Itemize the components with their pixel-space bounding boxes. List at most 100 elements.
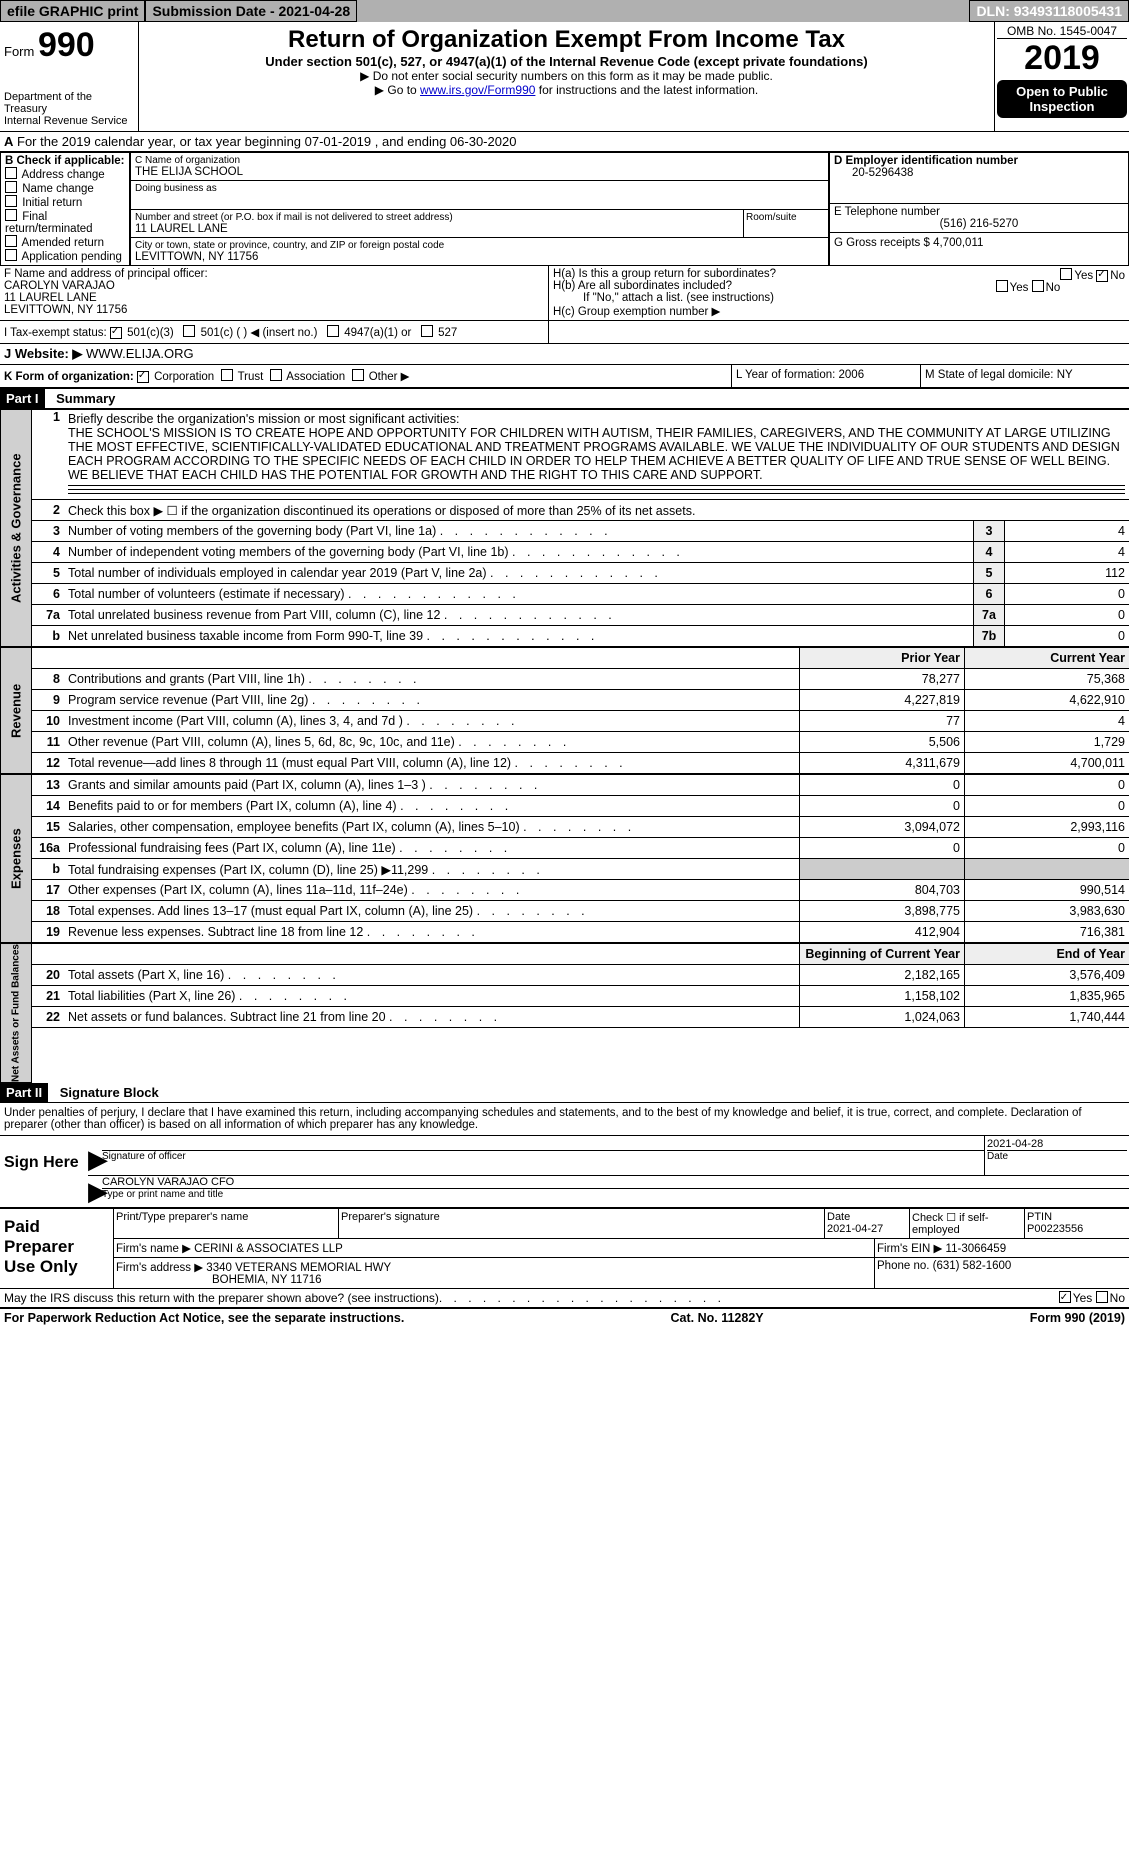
sign-here-label: Sign Here xyxy=(0,1136,88,1207)
state-domicile-value: NY xyxy=(1057,369,1073,381)
financial-row: 16aProfessional fundraising fees (Part I… xyxy=(32,838,1129,859)
side-net-assets: Net Assets or Fund Balances xyxy=(0,943,32,1083)
signature-label: Signature of officer xyxy=(102,1151,984,1162)
form-number: 990 xyxy=(38,26,95,64)
financial-row: 15Salaries, other compensation, employee… xyxy=(32,817,1129,838)
form-org-label: K Form of organization: xyxy=(4,371,134,383)
efile-label: efile GRAPHIC print xyxy=(0,0,145,22)
financial-row: 10Investment income (Part VIII, column (… xyxy=(32,711,1129,732)
footer-right: Form 990 (2019) xyxy=(1030,1311,1125,1325)
note-link: ▶ Go to www.irs.gov/Form990 for instruct… xyxy=(143,83,990,97)
begin-year-header: Beginning of Current Year xyxy=(799,944,964,964)
firm-name-label: Firm's name ▶ xyxy=(116,1243,191,1255)
form-title: Return of Organization Exempt From Incom… xyxy=(143,26,990,54)
submission-date: Submission Date - 2021-04-28 xyxy=(145,0,357,22)
city-state-zip: LEVITTOWN, NY 11756 xyxy=(135,251,824,263)
part2-title: Signature Block xyxy=(52,1085,159,1100)
firm-phone-label: Phone no. xyxy=(877,1260,929,1272)
financial-row: 9Program service revenue (Part VIII, lin… xyxy=(32,690,1129,711)
checkbox-item: Application pending xyxy=(5,249,125,263)
side-revenue: Revenue xyxy=(0,647,32,774)
financial-row: 20Total assets (Part X, line 16) . . . .… xyxy=(32,965,1129,986)
street-label: Number and street (or P.O. box if mail i… xyxy=(135,212,739,223)
financial-row: 18Total expenses. Add lines 13–17 (must … xyxy=(32,901,1129,922)
form-subtitle: Under section 501(c), 527, or 4947(a)(1)… xyxy=(143,54,990,69)
prep-col-name: Print/Type preparer's name xyxy=(114,1209,339,1238)
website-value: WWW.ELIJA.ORG xyxy=(86,346,194,361)
irs-link[interactable]: www.irs.gov/Form990 xyxy=(420,83,535,97)
summary-row: 3Number of voting members of the governi… xyxy=(32,521,1129,542)
officer-label: F Name and address of principal officer: xyxy=(4,268,544,280)
phone-label: E Telephone number xyxy=(834,206,1124,218)
ha-label: H(a) Is this a group return for subordin… xyxy=(553,268,776,280)
hb-label: H(b) Are all subordinates included? xyxy=(553,280,732,292)
ein-value: 20-5296438 xyxy=(834,167,1124,179)
tax-period: A For the 2019 calendar year, or tax yea… xyxy=(0,132,1129,152)
mission-label: Briefly describe the organization's miss… xyxy=(68,412,459,426)
form-label: Form xyxy=(4,44,34,59)
sign-date-label: Date xyxy=(987,1150,1127,1162)
part2-label: Part II xyxy=(0,1083,48,1102)
firm-addr1: 3340 VETERANS MEMORIAL HWY xyxy=(206,1262,391,1274)
dba-label: Doing business as xyxy=(135,183,824,194)
part1-title: Summary xyxy=(48,391,115,406)
tax-year: 2019 xyxy=(997,39,1127,78)
summary-row: 7aTotal unrelated business revenue from … xyxy=(32,605,1129,626)
prior-year-header: Prior Year xyxy=(799,648,964,668)
summary-row: 6Total number of volunteers (estimate if… xyxy=(32,584,1129,605)
gross-receipts-label: G Gross receipts $ xyxy=(834,237,930,249)
line2-checkbox: Check this box ▶ ☐ if the organization d… xyxy=(64,501,1129,520)
financial-row: 21Total liabilities (Part X, line 26) . … xyxy=(32,986,1129,1007)
financial-row: 12Total revenue—add lines 8 through 11 (… xyxy=(32,753,1129,774)
checkbox-item: Amended return xyxy=(5,235,125,249)
firm-addr2: BOHEMIA, NY 11716 xyxy=(116,1274,322,1286)
org-name: THE ELIJA SCHOOL xyxy=(135,166,824,178)
summary-row: 5Total number of individuals employed in… xyxy=(32,563,1129,584)
gross-receipts-value: 4,700,011 xyxy=(933,237,983,249)
firm-name: CERINI & ASSOCIATES LLP xyxy=(194,1243,343,1255)
org-name-label: C Name of organization xyxy=(135,155,824,166)
officer-printed-name: CAROLYN VARAJAO CFO xyxy=(102,1176,1129,1188)
discuss-question: May the IRS discuss this return with the… xyxy=(4,1291,439,1305)
website-label: J Website: ▶ xyxy=(4,346,82,361)
financial-row: bTotal fundraising expenses (Part IX, co… xyxy=(32,859,1129,880)
dept-irs: Internal Revenue Service xyxy=(4,115,134,127)
tax-status-label: I Tax-exempt status: xyxy=(4,327,107,339)
checkbox-item: Initial return xyxy=(5,195,125,209)
year-formation-label: L Year of formation: xyxy=(736,369,835,381)
summary-row: 4Number of independent voting members of… xyxy=(32,542,1129,563)
officer-addr2: LEVITTOWN, NY 11756 xyxy=(4,304,544,316)
checkbox-item: Name change xyxy=(5,181,125,195)
footer-mid: Cat. No. 11282Y xyxy=(671,1311,764,1325)
end-year-header: End of Year xyxy=(964,944,1129,964)
footer-left: For Paperwork Reduction Act Notice, see … xyxy=(4,1311,404,1325)
prep-col-selfemp: Check ☐ if self-employed xyxy=(910,1209,1025,1238)
paid-preparer-label: Paid Preparer Use Only xyxy=(0,1209,113,1288)
summary-row: bNet unrelated business taxable income f… xyxy=(32,626,1129,647)
phone-value: (516) 216-5270 xyxy=(834,218,1124,230)
financial-row: 11Other revenue (Part VIII, column (A), … xyxy=(32,732,1129,753)
hc-label: H(c) Group exemption number ▶ xyxy=(553,304,1125,318)
dln: DLN: 93493118005431 xyxy=(969,0,1129,22)
perjury-statement: Under penalties of perjury, I declare th… xyxy=(0,1103,1129,1136)
financial-row: 17Other expenses (Part IX, column (A), l… xyxy=(32,880,1129,901)
officer-name: CAROLYN VARAJAO xyxy=(4,280,544,292)
dept-treasury: Department of the Treasury xyxy=(4,91,134,115)
firm-addr-label: Firm's address ▶ xyxy=(116,1262,203,1274)
side-expenses: Expenses xyxy=(0,774,32,943)
financial-row: 8Contributions and grants (Part VIII, li… xyxy=(32,669,1129,690)
financial-row: 19Revenue less expenses. Subtract line 1… xyxy=(32,922,1129,943)
prep-col-sig: Preparer's signature xyxy=(339,1209,825,1238)
sign-date: 2021-04-28 xyxy=(987,1138,1127,1150)
state-domicile-label: M State of legal domicile: xyxy=(925,369,1053,381)
mission-text: THE SCHOOL'S MISSION IS TO CREATE HOPE A… xyxy=(68,426,1120,482)
part1-label: Part I xyxy=(0,389,45,408)
note-ssn: ▶ Do not enter social security numbers o… xyxy=(143,69,990,83)
box-b: B Check if applicable: Address change Na… xyxy=(0,152,130,266)
firm-ein: 11-3066459 xyxy=(946,1243,1007,1255)
city-label: City or town, state or province, country… xyxy=(135,240,824,251)
room-suite: Room/suite xyxy=(743,210,828,237)
prep-ptin: P00223556 xyxy=(1027,1223,1083,1235)
checkbox-item: Final return/terminated xyxy=(5,209,125,235)
financial-row: 13Grants and similar amounts paid (Part … xyxy=(32,775,1129,796)
